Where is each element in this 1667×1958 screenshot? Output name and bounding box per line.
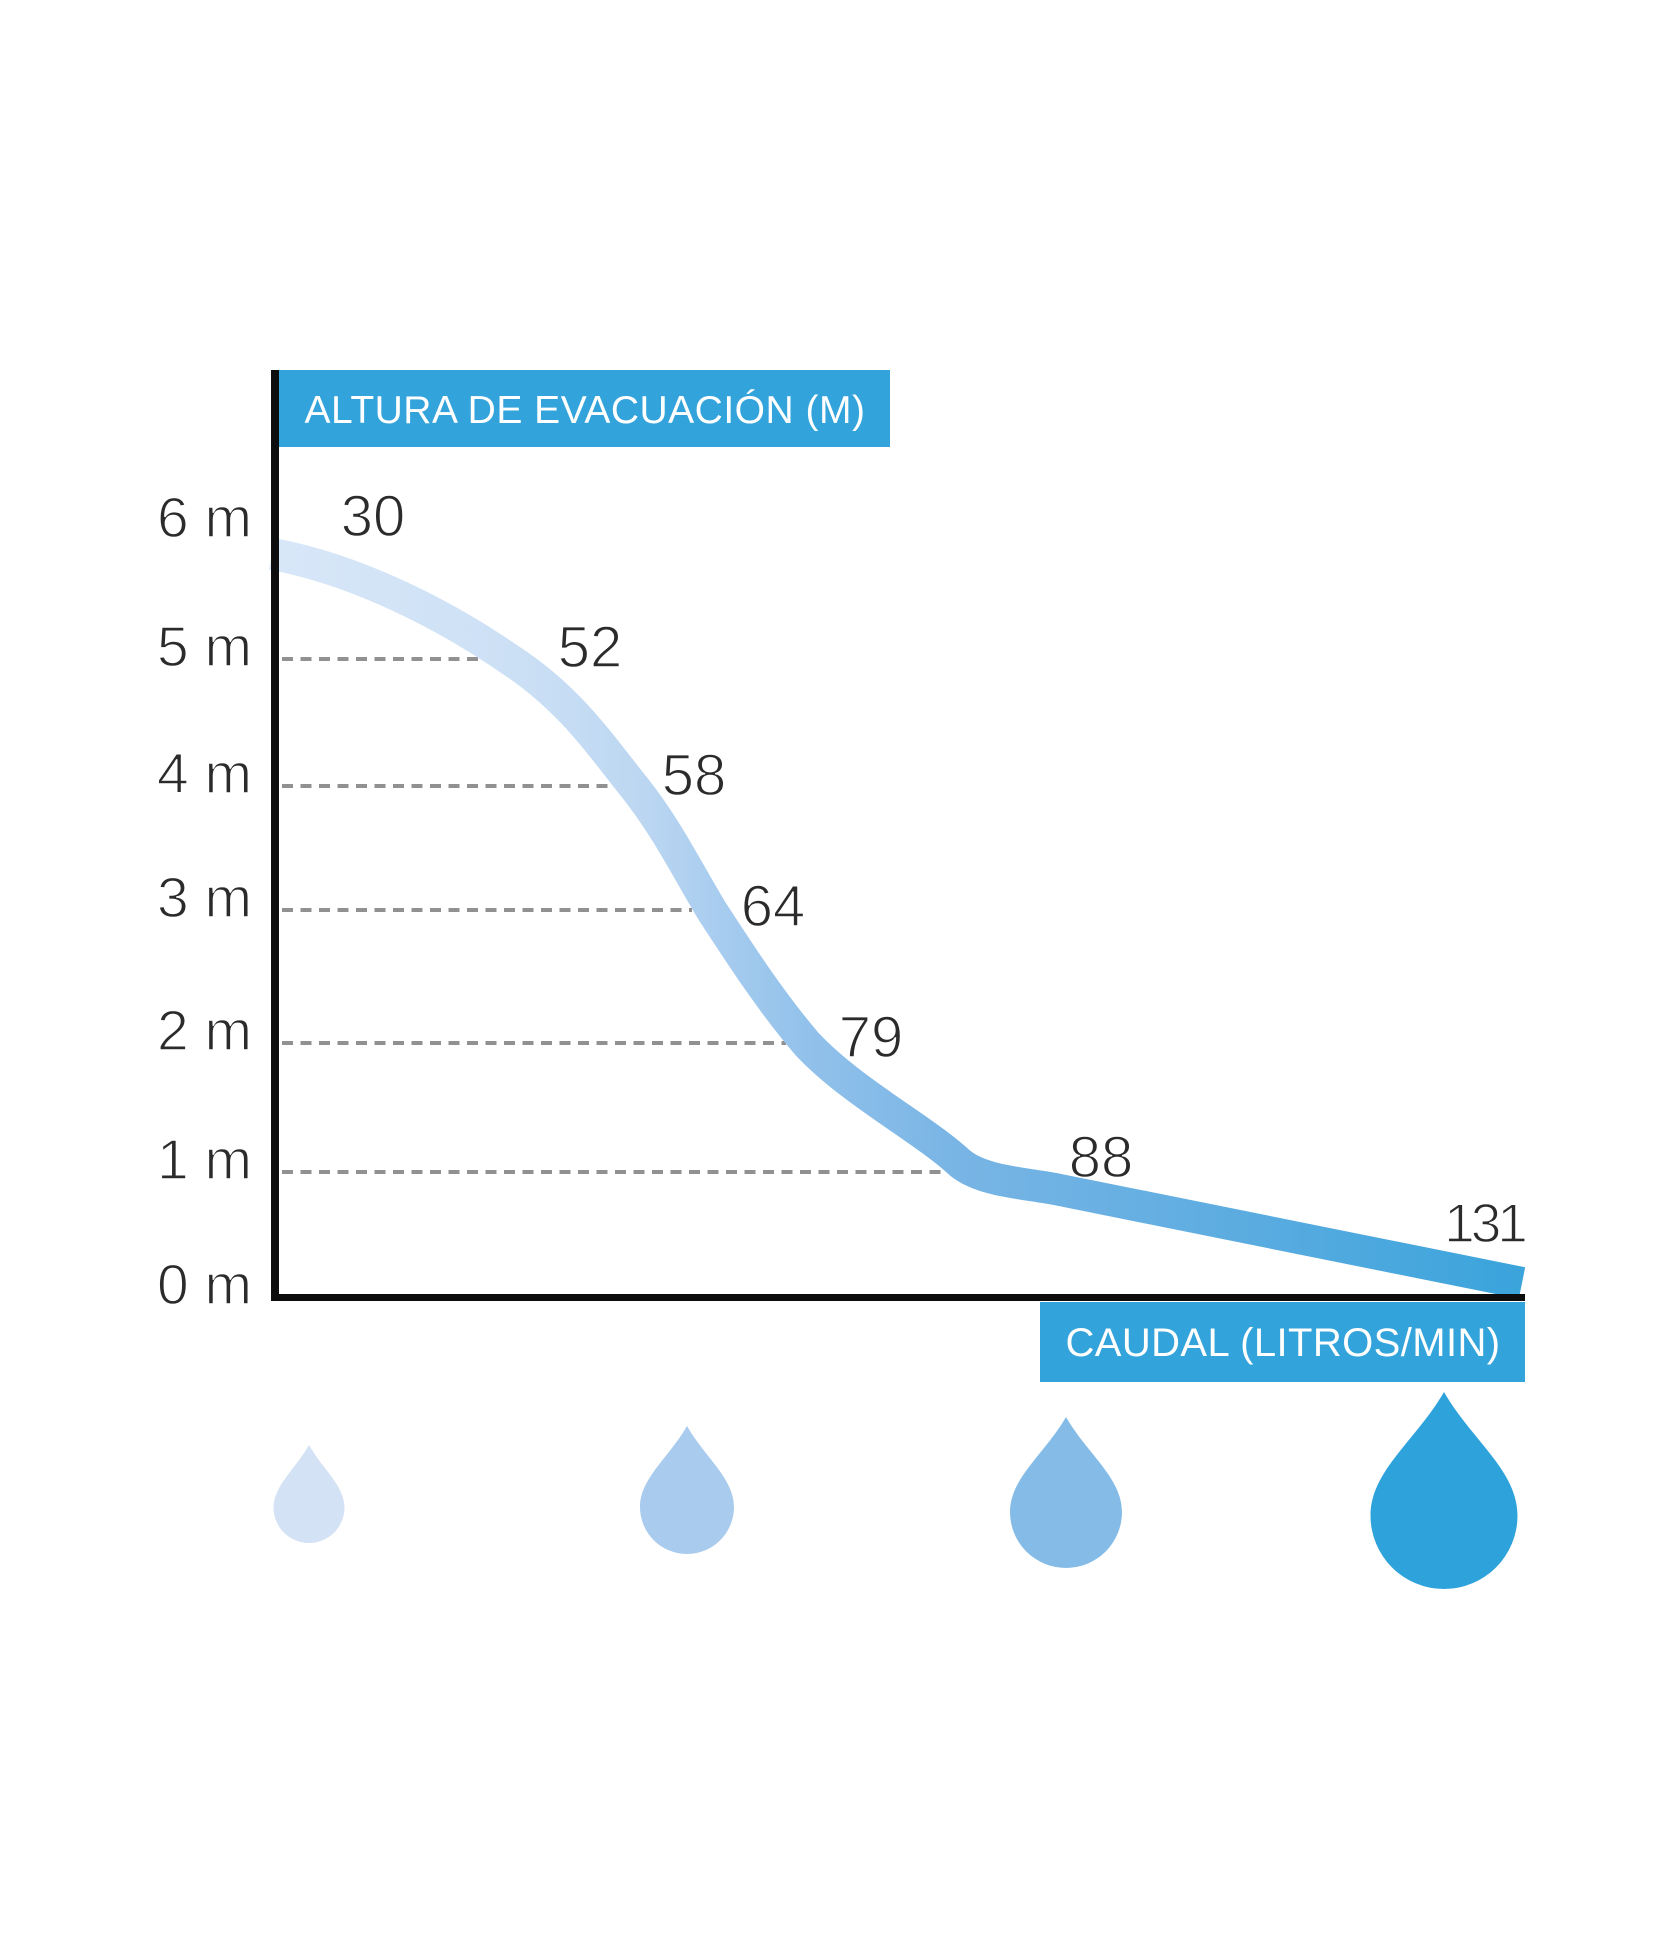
svg-text:3 m: 3 m bbox=[157, 866, 252, 930]
svg-text:131: 131 bbox=[1444, 1192, 1525, 1254]
svg-text:88: 88 bbox=[1069, 1125, 1134, 1190]
svg-text:1 m: 1 m bbox=[157, 1128, 252, 1192]
svg-text:52: 52 bbox=[558, 615, 623, 680]
svg-text:2 m: 2 m bbox=[157, 999, 252, 1063]
svg-text:CAUDAL (LITROS/MIN): CAUDAL (LITROS/MIN) bbox=[1065, 1321, 1500, 1365]
svg-text:5 m: 5 m bbox=[157, 615, 252, 679]
svg-text:6 m: 6 m bbox=[157, 486, 252, 550]
svg-text:58: 58 bbox=[662, 743, 727, 808]
svg-text:0 m: 0 m bbox=[157, 1253, 252, 1317]
svg-text:ALTURA DE EVACUACIÓN (M): ALTURA DE EVACUACIÓN (M) bbox=[305, 389, 866, 432]
svg-text:64: 64 bbox=[741, 874, 806, 939]
svg-text:30: 30 bbox=[341, 484, 406, 549]
svg-text:79: 79 bbox=[839, 1005, 904, 1070]
svg-text:4 m: 4 m bbox=[157, 742, 252, 806]
